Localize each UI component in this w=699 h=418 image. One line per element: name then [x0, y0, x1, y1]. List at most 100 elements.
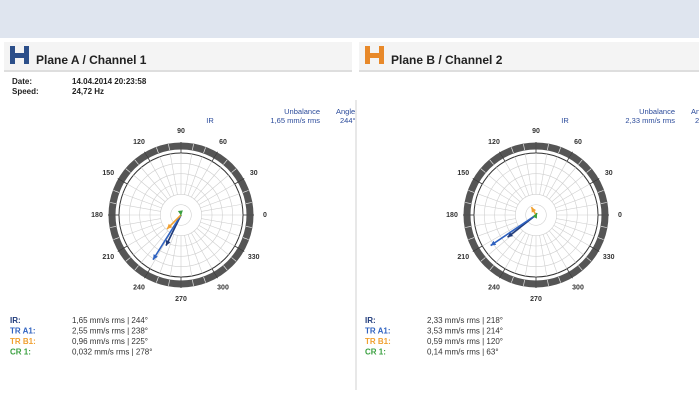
polar-tick-label: 150	[102, 170, 114, 177]
polar-grid-spoke	[551, 174, 584, 203]
polar-ring-tick	[586, 168, 592, 173]
vector-head	[177, 210, 183, 216]
polar-ring-tick	[523, 279, 525, 286]
polar-grid-spoke	[524, 235, 533, 277]
polar-ring-tick	[597, 237, 604, 240]
legend-value: 0,96 mm/s rms | 225°	[72, 337, 148, 346]
ir-label: IR	[206, 116, 214, 125]
legend-value: 2,55 mm/s rms | 238°	[72, 327, 148, 336]
polar-grid-spoke	[545, 161, 568, 198]
legend-name: TR B1:	[365, 337, 391, 346]
polar-grid-spoke	[190, 161, 213, 198]
polar-tick-label: 210	[457, 254, 469, 261]
polar-ring-tick	[242, 190, 249, 193]
vector-head	[532, 213, 537, 219]
polar-grid-spoke	[555, 193, 595, 209]
polar-ring-tick	[597, 190, 604, 193]
polar-ring-tick	[192, 144, 194, 151]
legend-value: 0,59 mm/s rms | 120°	[427, 337, 503, 346]
polar-grid-spoke	[477, 193, 517, 209]
polar-tick-label: 30	[250, 170, 258, 177]
polar-ring-tick	[465, 202, 472, 204]
polar-grid-spoke	[187, 156, 203, 196]
polar-ring-tick	[465, 226, 472, 228]
legend-name: IR:	[10, 316, 21, 325]
icon	[10, 53, 29, 58]
polar-ring-tick	[134, 265, 139, 271]
polar-tick	[499, 268, 506, 279]
polar-tick-label: 0	[263, 212, 267, 219]
vector	[490, 214, 537, 247]
polar-tick-label: 330	[603, 254, 615, 261]
polar-ring-tick	[192, 279, 194, 286]
polar-grid-spoke	[169, 153, 178, 195]
polar-grid-spoke	[127, 183, 164, 206]
polar-ring-tick	[558, 276, 561, 283]
polar-ring-tick	[511, 147, 514, 154]
polar-grid-spoke	[127, 224, 164, 247]
polar-grid-spoke	[140, 167, 169, 200]
polar-grid-spoke	[201, 203, 243, 212]
polar-grid-spoke	[548, 167, 577, 200]
legend-name: TR A1:	[365, 327, 390, 336]
polar-grid-spoke	[514, 234, 530, 274]
polar-grid-circle	[170, 204, 192, 226]
vector-head	[166, 223, 173, 230]
top-band	[0, 0, 699, 38]
polar-grid-spoke	[539, 153, 548, 195]
polar-grid-spoke	[196, 174, 229, 203]
polar-grid-spoke	[198, 224, 235, 247]
polar-grid-spoke	[474, 218, 516, 227]
polar-tick-label: 150	[457, 170, 469, 177]
polar-grid-spoke	[196, 227, 229, 256]
legend-value: 3,53 mm/s rms | 214°	[427, 327, 503, 336]
polar-grid-spoke	[187, 234, 203, 274]
polar-grid-spoke	[119, 203, 161, 212]
angle-value: 244°	[340, 116, 356, 125]
polar-grid-spoke	[159, 234, 175, 274]
unbalance-value: 2,33 mm/s rms	[625, 116, 675, 125]
polar-grid-spoke	[545, 232, 568, 269]
polar-ring-tick	[523, 144, 525, 151]
polar-ring-tick	[586, 257, 592, 262]
polar-grid-spoke	[140, 230, 169, 263]
polar-ring-tick	[223, 159, 228, 165]
polar-tick-label: 300	[217, 285, 229, 292]
polar-ring-tick	[156, 276, 159, 283]
polar-tick-label: 120	[133, 139, 145, 146]
legend-value: 1,65 mm/s rms | 244°	[72, 316, 148, 325]
polar-ring-tick	[489, 265, 494, 271]
polar-ring-tick	[480, 168, 486, 173]
polar-grid-spoke	[184, 153, 193, 195]
polar-tick	[234, 178, 245, 185]
polar-ring-tick	[223, 265, 228, 271]
polar-tick	[589, 245, 600, 252]
unbalance-label: Unbalance	[639, 107, 675, 116]
polar-grid-spoke	[200, 221, 240, 237]
polar-grid-spoke	[556, 218, 598, 227]
polar-grid-spoke	[193, 230, 222, 263]
polar-ring-tick	[558, 147, 561, 154]
polar-grid-spoke	[482, 224, 519, 247]
angle-label: Angle	[691, 107, 699, 116]
polar-ring-tick	[489, 159, 494, 165]
vector-head	[165, 240, 171, 246]
vector-head	[507, 232, 514, 238]
polar-grid-spoke	[542, 156, 558, 196]
polar-ring-tick	[231, 168, 237, 173]
header-bg	[359, 42, 699, 70]
polar-grid-spoke	[555, 221, 595, 237]
header-bg	[4, 42, 352, 70]
polar-ring-tick	[578, 159, 583, 165]
polar-ring-tick	[547, 144, 549, 151]
polar-tick-label: 240	[488, 285, 500, 292]
polar-ring-tick	[600, 202, 607, 204]
polar-ring-tick	[125, 257, 131, 262]
polar-grid-circle	[525, 204, 547, 226]
polar-grid-spoke	[474, 203, 516, 212]
polar-ring-tick	[168, 279, 170, 286]
polar-ring-tick	[203, 147, 206, 154]
polar-grid-spoke	[193, 167, 222, 200]
polar-grid-spoke	[488, 174, 521, 203]
vector-head	[153, 254, 158, 260]
